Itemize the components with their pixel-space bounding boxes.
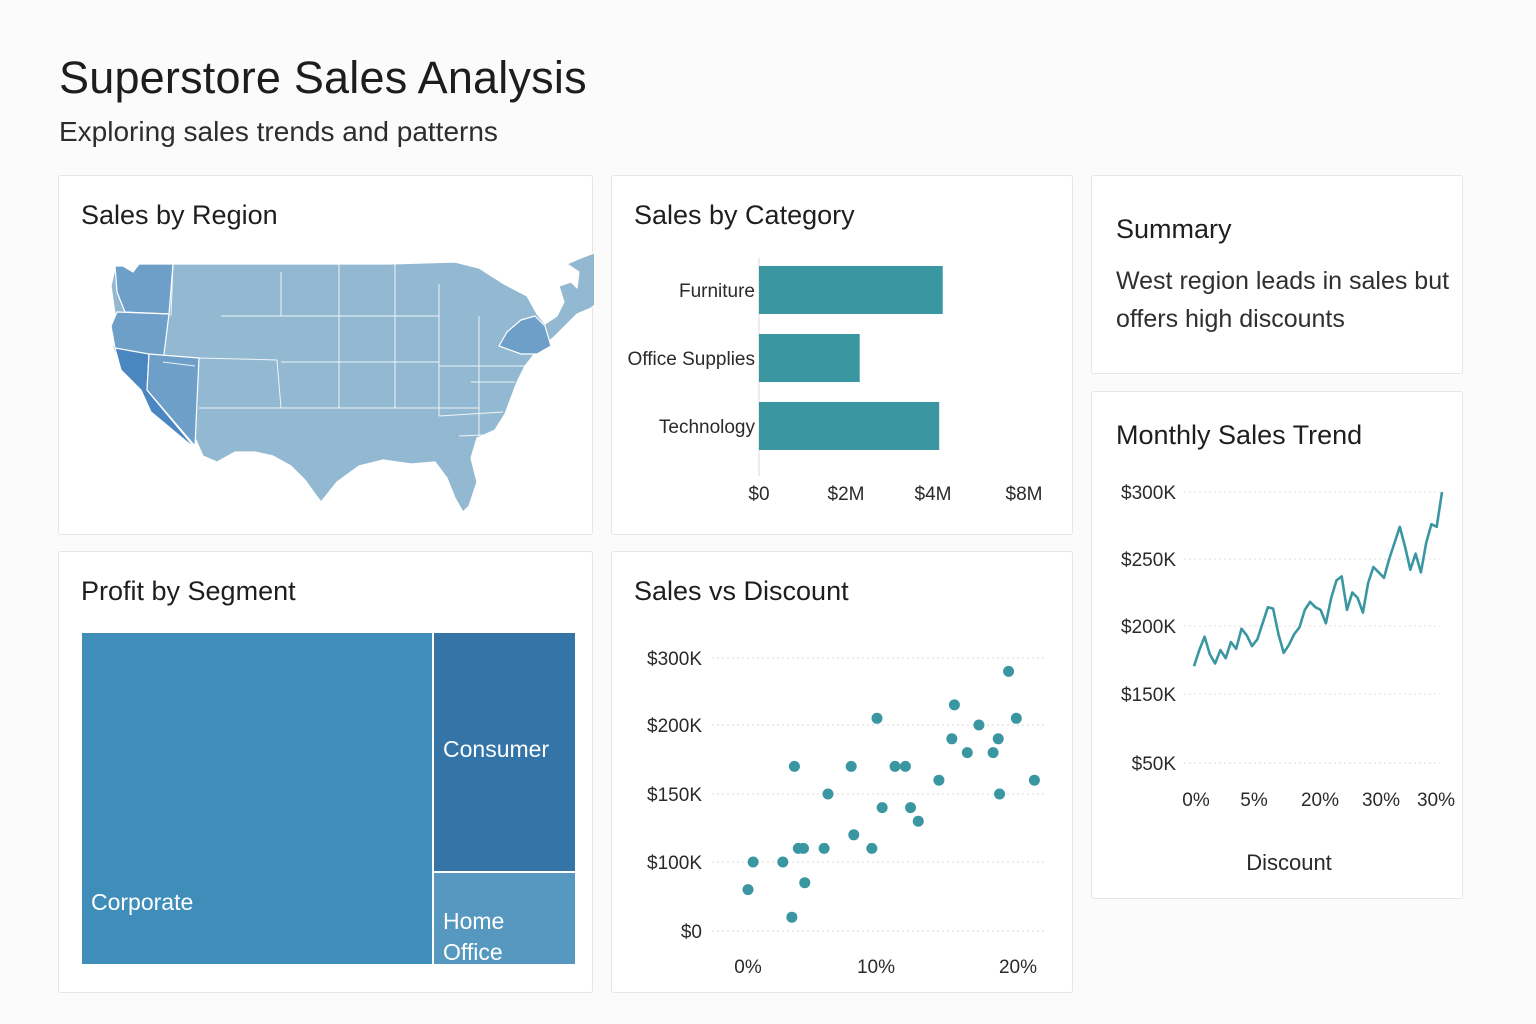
scatter-point [973, 719, 985, 731]
treemap-label: Corporate [91, 889, 193, 915]
segment-treemap: Corporate Consumer Home Office [82, 633, 575, 965]
summary-text: West region leads in sales but offers hi… [1116, 267, 1450, 333]
us-map [110, 252, 594, 513]
y-tick-label: $150K [647, 785, 702, 806]
trend-card: Monthly Sales Trend $300K $250K $200K $150K… [1091, 391, 1463, 899]
category-card-title: Sales by Category [634, 200, 855, 230]
segment-card: Profit by Segment Corporate Consumer Home O… [58, 551, 593, 993]
y-tick-label: $300K [647, 649, 702, 670]
treemap-tile [434, 633, 575, 871]
scatter-point [822, 788, 834, 800]
scatter-point [845, 760, 857, 772]
region-card-title: Sales by Region [81, 200, 278, 230]
page-title: Superstore Sales Analysis [59, 52, 587, 103]
scatter-card-title: Sales vs Discount [634, 576, 849, 606]
scatter-point [747, 856, 759, 868]
x-tick-label: $8M [1006, 484, 1043, 505]
x-tick-label: 30% [1417, 790, 1455, 811]
sales-discount-scatter: $300K $200K $150K $100K $0 0% 10% 20% [647, 649, 1046, 978]
scatter-point [786, 911, 798, 923]
scatter-point [788, 760, 800, 772]
region-card: Sales by Region [58, 175, 594, 535]
y-tick-label: $100K [647, 853, 702, 874]
scatter-point [799, 877, 811, 889]
x-tick-label: 5% [1240, 790, 1268, 811]
scatter-point [946, 733, 958, 745]
scatter-point [987, 747, 999, 759]
scatter-point [797, 842, 809, 854]
scatter-point [961, 747, 973, 759]
x-tick-label: $4M [915, 484, 952, 505]
y-tick-label: $0 [681, 922, 702, 943]
category-card: Sales by Category Furniture Office Suppli… [611, 175, 1073, 535]
category-bar-chart: Furniture Office Supplies Technology $0 $2M $… [628, 258, 1043, 505]
scatter-point [899, 760, 911, 772]
scatter-point [742, 884, 754, 896]
bar [759, 334, 860, 382]
scatter-point [848, 829, 860, 841]
scatter-point [777, 856, 789, 868]
scatter-point [992, 733, 1004, 745]
scatter-point [905, 802, 917, 814]
segment-card-title: Profit by Segment [81, 576, 296, 606]
y-tick-label: $50K [1132, 754, 1177, 775]
treemap-label: Consumer [443, 736, 549, 762]
scatter-point [818, 842, 830, 854]
scatter-point [876, 802, 888, 814]
scatter-point [1028, 774, 1040, 786]
scatter-point [933, 774, 945, 786]
scatter-point [948, 699, 960, 711]
x-tick-label: 20% [999, 957, 1037, 978]
page-subtitle: Exploring sales trends and patterns [59, 116, 498, 147]
treemap-label: Office [443, 939, 503, 965]
y-tick-label: $300K [1121, 483, 1176, 504]
x-tick-label: $2M [828, 484, 865, 505]
scatter-point [1003, 665, 1015, 677]
x-tick-label: 30% [1362, 790, 1400, 811]
x-tick-label: 0% [734, 957, 762, 978]
category-label: Office Supplies [628, 349, 755, 370]
x-tick-label: $0 [748, 484, 769, 505]
bar [759, 402, 940, 450]
trend-line [1192, 491, 1444, 667]
scatter-card: Sales vs Discount $300K $200K $150K $100K $0… [611, 551, 1073, 993]
y-tick-label: $250K [1121, 550, 1176, 571]
scatter-point [1010, 712, 1022, 724]
y-tick-label: $150K [1121, 685, 1176, 706]
x-tick-label: 0% [1182, 790, 1210, 811]
scatter-point [889, 760, 901, 772]
treemap-tile [434, 873, 575, 964]
scatter-point [866, 842, 878, 854]
x-tick-label: 20% [1301, 790, 1339, 811]
scatter-point [871, 712, 883, 724]
scatter-point [912, 815, 924, 827]
treemap-tile [82, 633, 432, 964]
y-tick-label: $200K [1121, 617, 1176, 638]
category-label: Technology [659, 417, 756, 438]
x-tick-label: 10% [857, 957, 895, 978]
summary-card: Summary West region leads in sales but o… [1091, 175, 1463, 374]
trend-card-title: Monthly Sales Trend [1116, 420, 1363, 450]
bar [759, 266, 943, 314]
category-label: Furniture [679, 281, 755, 302]
y-tick-label: $200K [647, 716, 702, 737]
scatter-point [994, 788, 1006, 800]
x-axis-label: Discount [1246, 850, 1332, 875]
summary-title: Summary [1116, 214, 1232, 244]
treemap-label: Home [443, 908, 504, 934]
